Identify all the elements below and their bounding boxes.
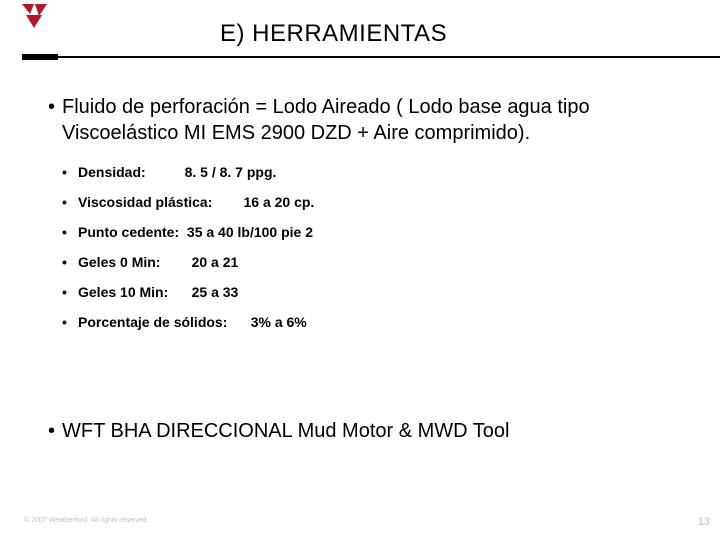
bullet-dot: • [62,194,78,210]
bullet-main-1: • Fluido de perforación = Lodo Aireado (… [48,94,690,146]
content-block-1: • Fluido de perforación = Lodo Aireado (… [48,94,690,344]
sub-bullet-value: 20 a 21 [192,254,239,270]
sub-bullet-label: Geles 10 Min: [78,284,168,300]
bullet-dot: • [62,284,78,300]
sub-bullet-value: 3% a 6% [251,314,307,330]
sub-bullet-label: Viscosidad plástica: [78,194,212,210]
sub-bullet: •Viscosidad plástica: 16 a 20 cp. [62,194,690,210]
bullet-dot: • [48,418,62,444]
footer-copyright: © 2007 Weatherford. All rights reserved. [24,517,148,524]
slide-title: E) HERRAMIENTAS [220,20,447,48]
footer-page-number: 13 [698,516,710,528]
sub-bullet-list: •Densidad: 8. 5 / 8. 7 ppg.•Viscosidad p… [62,164,690,330]
sub-bullet: •Densidad: 8. 5 / 8. 7 ppg. [62,164,690,180]
bullet-dot: • [62,254,78,270]
gap [212,194,243,210]
bullet-text: WFT BHA DIRECCIONAL Mud Motor & MWD Tool [62,418,510,444]
sub-bullet-label: Densidad: [78,164,146,180]
sub-bullet-value: 35 a 40 lb/100 pie 2 [187,224,313,240]
content-block-2: • WFT BHA DIRECCIONAL Mud Motor & MWD To… [48,418,690,444]
gap [179,224,187,240]
gap [160,254,191,270]
sub-bullet: •Geles 0 Min: 20 a 21 [62,254,690,270]
bullet-dot: • [62,164,78,180]
weatherford-logo-icon [22,4,54,30]
sub-bullet-value: 8. 5 / 8. 7 ppg. [185,164,277,180]
gap [168,284,191,300]
slide-header: E) HERRAMIENTAS [0,0,720,64]
sub-bullet: •Porcentaje de sólidos: 3% a 6% [62,314,690,330]
sub-bullet: •Punto cedente: 35 a 40 lb/100 pie 2 [62,224,690,240]
bullet-dot: • [48,94,62,146]
title-rule [22,54,720,60]
bullet-text: Fluido de perforación = Lodo Aireado ( L… [62,94,690,146]
sub-bullet-label: Punto cedente: [78,224,179,240]
bullet-main-2: • WFT BHA DIRECCIONAL Mud Motor & MWD To… [48,418,690,444]
sub-bullet-label: Geles 0 Min: [78,254,160,270]
sub-bullet-value: 16 a 20 cp. [243,194,314,210]
bullet-dot: • [62,314,78,330]
slide: E) HERRAMIENTAS • Fluido de perforación … [0,0,720,540]
bullet-dot: • [62,224,78,240]
sub-bullet-value: 25 a 33 [192,284,239,300]
gap [146,164,185,180]
sub-bullet: •Geles 10 Min: 25 a 33 [62,284,690,300]
gap [227,314,250,330]
sub-bullet-label: Porcentaje de sólidos: [78,314,227,330]
